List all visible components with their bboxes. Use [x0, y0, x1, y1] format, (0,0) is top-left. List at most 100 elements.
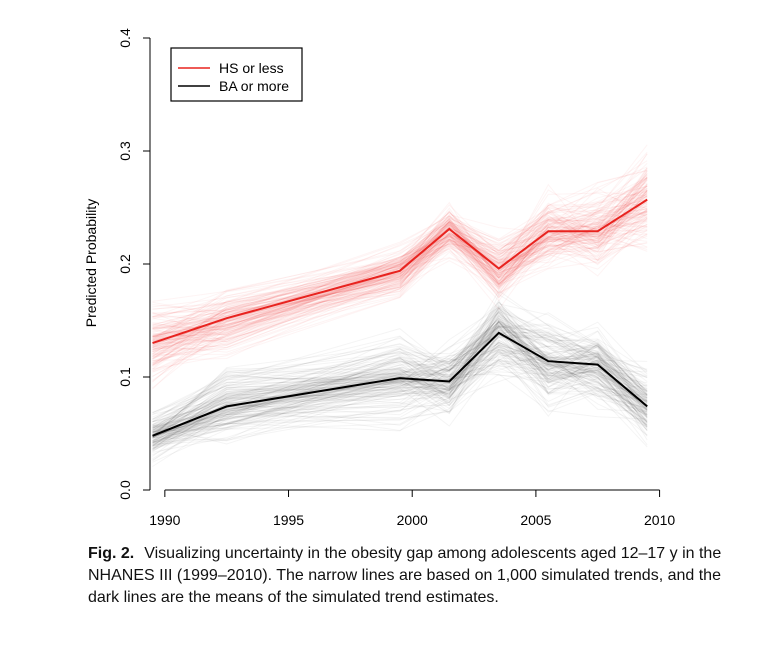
simulated-trend-line	[152, 195, 648, 360]
simulated-trend-line	[152, 218, 648, 318]
simulated-trend-line	[152, 189, 648, 345]
simulated-trend-line	[152, 229, 648, 325]
simulated-trend-line	[152, 213, 648, 365]
simulated-trend-line	[152, 206, 648, 355]
simulated-trend-line	[152, 168, 648, 353]
simulated-trend-line	[152, 179, 648, 367]
simulated-trend-line	[152, 212, 648, 373]
simulated-trend-line	[152, 359, 648, 451]
simulated-trend-line	[152, 195, 648, 357]
simulated-trend-line	[152, 318, 648, 443]
simulated-trend-line	[152, 167, 648, 331]
simulated-trend-line	[152, 324, 648, 441]
simulated-trend-line	[152, 339, 648, 433]
simulated-trend-line	[152, 324, 648, 430]
simulated-trend-line	[152, 306, 648, 445]
simulated-trend-line	[152, 211, 648, 358]
x-tick-label: 2010	[644, 512, 675, 528]
simulated-trend-line	[152, 227, 648, 341]
simulated-trend-line	[152, 333, 648, 429]
simulated-trend-line	[152, 151, 648, 340]
simulated-trend-line	[152, 191, 648, 340]
simulated-trend-line	[152, 309, 648, 443]
simulated-trend-line	[152, 209, 648, 326]
simulated-trend-line	[152, 289, 648, 436]
simulated-trend-line	[152, 191, 648, 334]
simulated-trend-line	[152, 205, 648, 348]
simulated-trend-line	[152, 345, 648, 437]
simulated-trend-line	[152, 323, 648, 423]
simulated-trend-line	[152, 313, 648, 434]
simulated-trend-line	[152, 307, 648, 435]
simulated-trend-line	[152, 222, 648, 365]
simulated-trend-line	[152, 354, 648, 450]
simulated-trend-line	[152, 144, 648, 313]
simulated-trend-line	[152, 206, 648, 377]
simulated-trend-line	[152, 349, 648, 451]
simulated-trend-line	[152, 191, 648, 344]
simulated-trend-line	[152, 327, 648, 447]
simulated-trend-line	[152, 208, 648, 334]
simulated-trend-line	[152, 306, 648, 426]
simulated-trend-line	[152, 318, 648, 441]
simulated-trend-line	[152, 214, 648, 329]
simulated-trend-line	[152, 320, 648, 453]
simulated-trend-line	[152, 327, 648, 428]
simulated-trend-line	[152, 211, 648, 335]
simulated-trend-line	[152, 153, 648, 318]
simulated-trend-line	[152, 209, 648, 338]
simulated-trend-line	[152, 185, 648, 344]
figure-caption: Fig. 2. Visualizing uncertainty in the ob…	[88, 543, 728, 609]
simulated-trend-line	[152, 320, 648, 435]
simulated-trend-line	[152, 317, 648, 433]
simulated-trend-line	[152, 210, 648, 351]
simulated-trend-line	[152, 186, 648, 342]
simulated-trend-line	[152, 346, 648, 438]
simulated-trend-line	[152, 177, 648, 335]
chart: 1990 1995 2000 2005 2010 0.0 0.1 0.2 0.3 0.4 HS o…	[83, 28, 675, 528]
mean-line-ba-or-more	[152, 331, 648, 437]
simulated-trend-line	[152, 317, 648, 437]
simulated-trend-line	[152, 325, 648, 436]
simulated-trend-line	[152, 217, 648, 349]
figure-label: Fig. 2.	[88, 545, 135, 562]
simulated-trend-line	[152, 346, 648, 426]
simulated-trend-line	[152, 170, 648, 318]
simulated-trend-line	[152, 336, 648, 439]
simulated-trend-line	[152, 311, 648, 441]
simulated-trend-line	[152, 195, 648, 331]
simulated-trend-line	[152, 179, 648, 337]
simulated-trend-line	[152, 361, 648, 441]
simulated-trend-line	[152, 316, 648, 446]
simulated-trend-line	[152, 218, 648, 352]
simulated-trend-line	[152, 348, 648, 457]
axes: 1990 1995 2000 2005 2010 0.0 0.1 0.2 0.3 0.4	[117, 28, 675, 528]
simulated-trend-line	[152, 301, 648, 430]
simulated-trend-line	[152, 330, 648, 450]
simulated-trend-line	[152, 160, 648, 302]
simulated-trend-line	[152, 208, 648, 348]
x-tick-label: 2005	[520, 512, 551, 528]
simulated-trend-line	[152, 199, 648, 361]
simulated-trend-line	[152, 350, 648, 441]
y-tick-label: 0.1	[117, 367, 133, 387]
simulated-trend-line	[152, 341, 648, 444]
simulated-trend-line	[152, 211, 648, 349]
simulated-trend-line	[152, 201, 648, 342]
simulated-trend-line	[152, 188, 648, 340]
simulated-trend-line	[152, 210, 648, 355]
simulated-trend-line	[152, 358, 648, 434]
simulated-trend-line	[152, 324, 648, 431]
simulated-trend-line	[152, 353, 648, 447]
simulated-trend-line	[152, 179, 648, 377]
simulated-trend-line	[152, 329, 648, 430]
simulated-trend-line	[152, 332, 648, 431]
simulated-trend-line	[152, 321, 648, 444]
simulated-trend-line	[152, 331, 648, 425]
simulated-trend-line	[152, 359, 648, 467]
simulated-trend-line	[152, 309, 648, 436]
simulated-trend-line	[152, 203, 648, 329]
simulated-trend-line	[152, 194, 648, 347]
simulated-trend-line	[152, 349, 648, 431]
simulated-trend-line	[152, 231, 648, 340]
